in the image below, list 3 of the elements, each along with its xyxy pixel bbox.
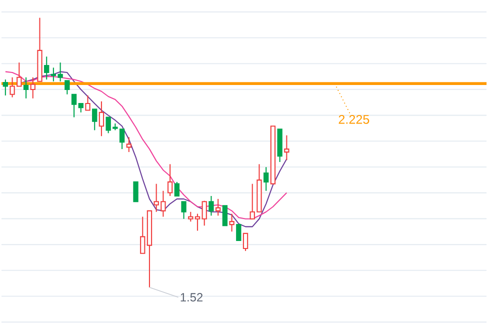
candlestick bbox=[98, 100, 104, 137]
text: 1.52 bbox=[180, 293, 202, 302]
text: 2.225 bbox=[338, 114, 370, 124]
